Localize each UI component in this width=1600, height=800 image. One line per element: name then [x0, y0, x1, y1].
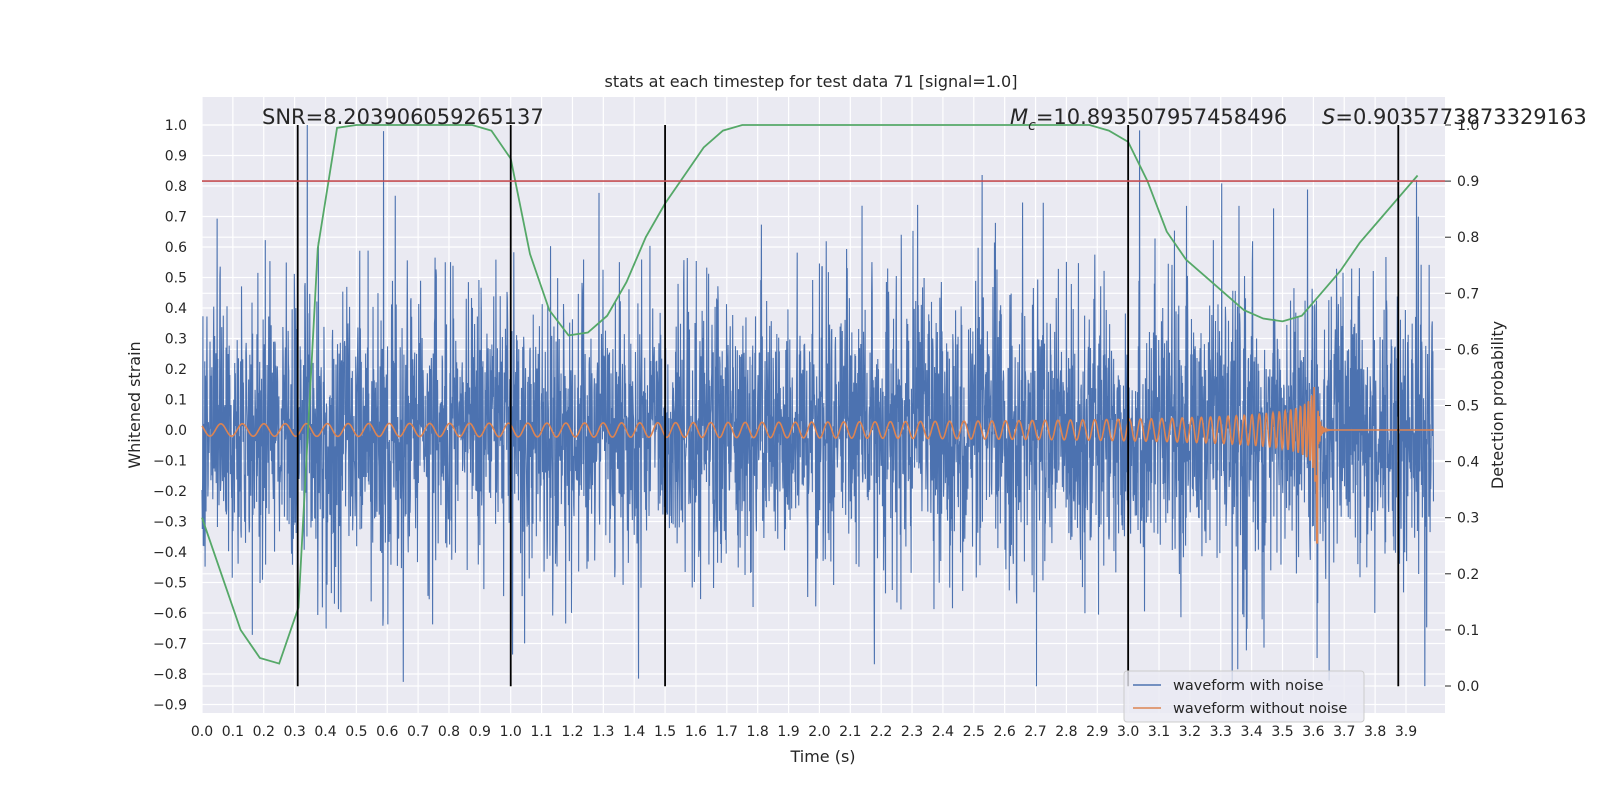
- legend-label-clean: waveform without noise: [1173, 701, 1347, 717]
- x-tick-label: 1.1: [530, 724, 552, 740]
- x-tick-label: 2.0: [808, 724, 830, 740]
- y-tick-label: 0.1: [165, 393, 187, 409]
- x-tick-label: 1.5: [654, 724, 676, 740]
- y-tick-label: 0.8: [165, 179, 187, 195]
- chirp-mass-symbol: M: [1010, 105, 1028, 129]
- x-tick-label: 2.5: [963, 724, 985, 740]
- right-y-tick-label: 0.8: [1457, 230, 1479, 246]
- right-y-tick-label: 0.2: [1457, 567, 1479, 583]
- y-tick-label: −0.6: [153, 606, 187, 622]
- x-tick-label: 0.2: [253, 724, 275, 740]
- x-tick-label: 2.1: [839, 724, 861, 740]
- x-tick-label: 0.8: [438, 724, 460, 740]
- x-tick-label: 2.7: [1024, 724, 1046, 740]
- x-tick-label: 0.9: [469, 724, 491, 740]
- vertical-lines-group: [296, 125, 1400, 687]
- x-tick-label: 2.6: [994, 724, 1016, 740]
- x-tick-label: 0.7: [407, 724, 429, 740]
- x-tick-label: 2.2: [870, 724, 892, 740]
- y-tick-label: 0.7: [165, 210, 187, 226]
- x-tick-label: 3.1: [1148, 724, 1170, 740]
- y-tick-label: −0.9: [153, 698, 187, 714]
- noisy-waveform-group: [201, 124, 1435, 687]
- y-tick-label: 0.2: [165, 362, 187, 378]
- y-tick-label: −0.2: [153, 484, 187, 500]
- right-y-tick-label: 0.6: [1457, 342, 1479, 358]
- clean-waveform-line: [201, 387, 1434, 544]
- snr-annotation: SNR=8.203906059265137: [262, 105, 544, 129]
- chirp-mass-value: =10.893507957458496: [1036, 105, 1287, 129]
- right-y-tick-label: 0.9: [1457, 174, 1479, 190]
- right-y-tick-label: 0.0: [1457, 679, 1479, 695]
- x-tick-label: 0.6: [376, 724, 398, 740]
- right-y-tick-label: 0.5: [1457, 399, 1479, 415]
- legend-box: [1123, 670, 1365, 723]
- right-y-tick-label: 0.4: [1457, 455, 1479, 471]
- noisy-waveform-line: [201, 124, 1435, 687]
- x-tick-label: 0.0: [191, 724, 213, 740]
- y-tick-label: 0.9: [165, 149, 187, 165]
- clean-waveform-group: [201, 387, 1434, 544]
- x-tick-label: 1.2: [561, 724, 583, 740]
- x-tick-label: 1.8: [747, 724, 769, 740]
- y-tick-label: 1.0: [165, 118, 187, 134]
- x-tick-label: 3.4: [1241, 724, 1263, 740]
- x-tick-label: 3.5: [1271, 724, 1293, 740]
- x-axis-label: Time (s): [789, 747, 855, 766]
- x-tick-label: 3.9: [1395, 724, 1417, 740]
- score-value: =0.9035773873329163: [1335, 105, 1586, 129]
- y-tick-label: 0.0: [165, 423, 187, 439]
- x-tick-label: 1.7: [716, 724, 738, 740]
- y-tick-label: −0.4: [153, 545, 187, 561]
- y-axis-label: Whitened strain: [125, 341, 144, 468]
- y-tick-label: 0.5: [165, 271, 187, 287]
- x-tick-label: 3.3: [1210, 724, 1232, 740]
- y-ticks: 1.0 0.9 0.8 0.7 0.6 0.5 0.4 0.3 0.2 0.1 0.0 −0.1 −0.…: [153, 118, 187, 714]
- chirp-mass-subscript: c: [1028, 118, 1036, 134]
- y-tick-label: −0.3: [153, 515, 187, 531]
- y-tick-label: 0.6: [165, 240, 187, 256]
- y-tick-label: 0.3: [165, 332, 187, 348]
- right-y-tick-label: 1.0: [1457, 118, 1479, 134]
- x-tick-label: 1.0: [500, 724, 522, 740]
- x-tick-label: 3.6: [1302, 724, 1324, 740]
- y-axis-label-right: Detection probability: [1488, 321, 1507, 489]
- probability-group: [201, 124, 1419, 665]
- legend-label-noisy: waveform with noise: [1173, 678, 1324, 694]
- chirp-mass-annotation: Mc=10.893507957458496: [1010, 105, 1287, 134]
- x-tick-label: 3.8: [1364, 724, 1386, 740]
- x-tick-label: 0.3: [283, 724, 305, 740]
- chart-title: stats at each timestep for test data 71 …: [605, 72, 1018, 91]
- y-tick-label: 0.4: [165, 301, 187, 317]
- y-tick-label: −0.8: [153, 667, 187, 683]
- y-tick-label: −0.7: [153, 637, 187, 653]
- x-tick-label: 1.6: [685, 724, 707, 740]
- x-tick-label: 3.7: [1333, 724, 1355, 740]
- x-tick-label: 0.5: [345, 724, 367, 740]
- x-tick-label: 1.4: [623, 724, 645, 740]
- x-tick-label: 3.2: [1179, 724, 1201, 740]
- x-tick-label: 1.3: [592, 724, 614, 740]
- x-tick-label: 2.8: [1055, 724, 1077, 740]
- x-tick-label: 0.1: [222, 724, 244, 740]
- y-tick-label: −0.5: [153, 576, 187, 592]
- right-y-tick-label: 0.1: [1457, 623, 1479, 639]
- legend: waveform with noise waveform without noi…: [1123, 670, 1365, 723]
- score-symbol: S: [1322, 105, 1335, 129]
- x-tick-label: 2.3: [901, 724, 923, 740]
- right-y-tick-label: 0.7: [1457, 286, 1479, 302]
- right-y-tick-label: 0.3: [1457, 511, 1479, 527]
- x-tick-label: 3.0: [1117, 724, 1139, 740]
- right-y-ticks: 1.0 0.9 0.8 0.7 0.6 0.5 0.4 0.3 0.2 0.1 0.0: [1445, 118, 1479, 695]
- x-ticks: 0.0 0.1 0.2 0.3 0.4 0.5 0.6 0.7 0.8 0.9 1.0 1.1 1.2 1…: [191, 724, 1417, 740]
- y-tick-label: −0.1: [153, 454, 187, 470]
- x-tick-label: 0.4: [314, 724, 336, 740]
- score-annotation: S=0.9035773873329163: [1322, 105, 1587, 129]
- x-tick-label: 1.9: [777, 724, 799, 740]
- detection-probability-line: [201, 124, 1419, 665]
- x-tick-label: 2.9: [1086, 724, 1108, 740]
- x-tick-label: 2.4: [932, 724, 954, 740]
